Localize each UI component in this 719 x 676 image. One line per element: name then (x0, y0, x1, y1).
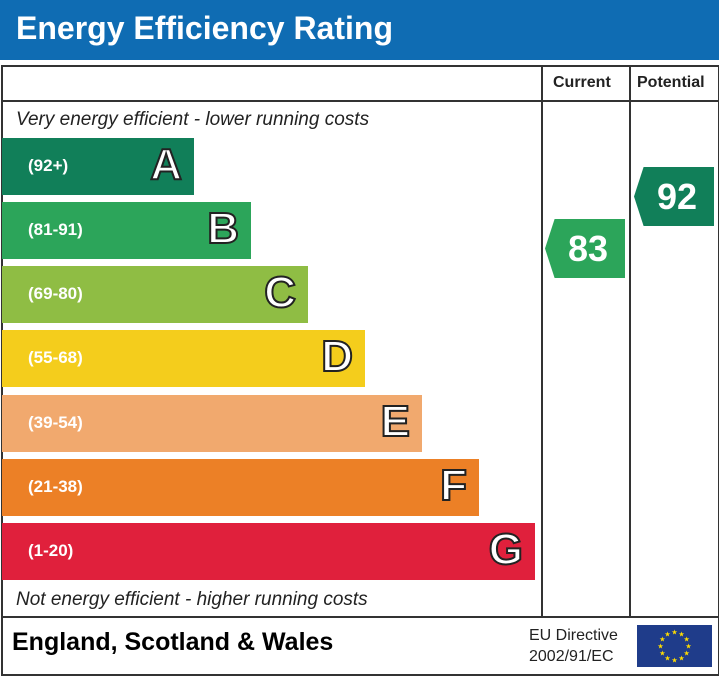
band-letter: E (380, 396, 411, 447)
chart-title: Energy Efficiency Rating (16, 10, 393, 46)
band-bar-f: (21-38) F (2, 459, 479, 516)
svg-text:★: ★ (683, 650, 689, 658)
band-letter: D (320, 331, 354, 382)
divider (1, 100, 718, 102)
band-bar-c: (69-80) C (2, 266, 308, 323)
svg-text:★: ★ (664, 655, 670, 663)
eu-directive-label: EU Directive (529, 627, 618, 644)
top-note: Very energy efficient - lower running co… (16, 109, 370, 130)
svg-text:★: ★ (671, 629, 677, 637)
svg-text:★: ★ (659, 636, 665, 644)
band-letter: A (149, 139, 183, 190)
band-range: (69-80) (28, 284, 83, 303)
band-range: (1-20) (28, 541, 74, 560)
band-bar-b: (81-91) B (2, 202, 251, 259)
svg-text:★: ★ (657, 643, 663, 651)
band-letter: G (488, 524, 524, 575)
potential-rating-arrow: 92 (634, 167, 714, 226)
band-range: (39-54) (28, 413, 83, 432)
svg-text:★: ★ (659, 650, 665, 658)
band-bar-e: (39-54) E (2, 395, 422, 452)
band-letter: C (263, 267, 297, 318)
svg-text:★: ★ (678, 655, 684, 663)
svg-text:★: ★ (683, 636, 689, 644)
svg-text:★: ★ (685, 643, 691, 651)
band-range: (81-91) (28, 220, 83, 239)
bottom-note: Not energy efficient - higher running co… (16, 589, 368, 610)
eu-flag-icon: ★★★★★★★★★ ★ ★★ (637, 625, 712, 667)
svg-text:★: ★ (678, 630, 684, 638)
band-range: (21-38) (28, 477, 83, 496)
band-bar-g: (1-20) G (2, 523, 535, 580)
band-range: (55-68) (28, 348, 83, 367)
divider (1, 616, 718, 618)
band-letter: B (206, 203, 240, 254)
eu-directive-number: 2002/91/EC (529, 648, 614, 665)
svg-text:★: ★ (664, 630, 670, 638)
band-range: (92+) (28, 156, 69, 175)
potential-column-header: Potential (637, 74, 705, 91)
band-bar-d: (55-68) D (2, 330, 365, 387)
current-column-header: Current (553, 74, 611, 91)
current-rating-arrow: 83 (545, 219, 625, 278)
region-label: England, Scotland & Wales (12, 628, 334, 656)
header-bar: Energy Efficiency Rating (0, 0, 719, 60)
band-bar-a: (92+) A (2, 138, 194, 195)
divider (541, 65, 543, 617)
divider (629, 65, 631, 617)
svg-text:★: ★ (671, 657, 677, 665)
band-letter: F (439, 460, 468, 511)
